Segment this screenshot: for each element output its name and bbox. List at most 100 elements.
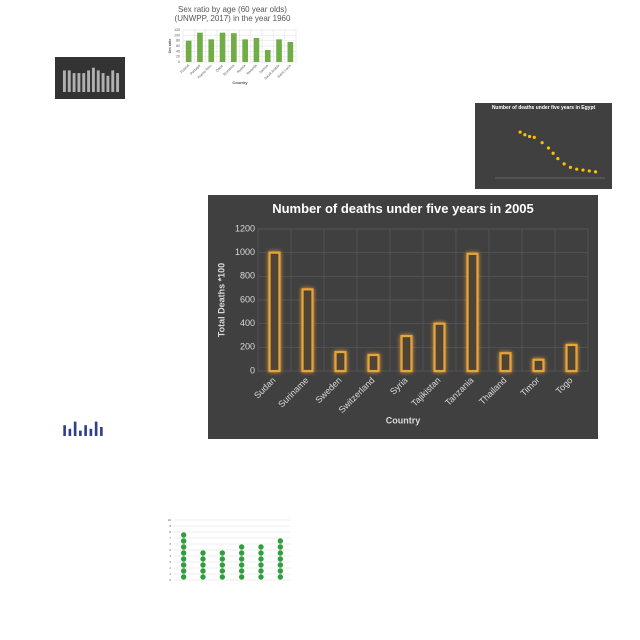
- y-axis-label: Sex ratio: [168, 39, 172, 54]
- y-tick-label: 80: [176, 39, 180, 43]
- point: [562, 162, 566, 166]
- bar: [84, 425, 87, 436]
- x-tick-label: Poland: [179, 64, 190, 75]
- y-tick-label: 100: [174, 33, 180, 37]
- dot-column: [258, 544, 264, 580]
- chart-title: Number of deaths under five years in Egy…: [491, 105, 596, 111]
- bar: [264, 50, 271, 62]
- bar: [499, 352, 512, 373]
- y-tick-label: 3: [169, 560, 171, 564]
- dot: [180, 574, 187, 580]
- point: [527, 134, 532, 139]
- point: [568, 165, 573, 169]
- x-tick-label: Rwanda: [246, 64, 258, 76]
- bar: [63, 425, 66, 436]
- chart-background: [208, 195, 598, 439]
- dot: [238, 574, 245, 580]
- dot: [219, 556, 226, 562]
- chart-background: [165, 510, 292, 592]
- bar: [334, 350, 347, 373]
- y-tick-label: 1200: [235, 223, 255, 233]
- dot: [180, 568, 187, 574]
- x-tick-label: Samoa: [258, 64, 269, 75]
- dot: [258, 544, 264, 550]
- bar: [231, 33, 237, 62]
- y-tick-label: 1000: [235, 247, 255, 257]
- bar: [87, 70, 91, 92]
- chart: 0 1 2 3 4 5 6 7 8 9 10: [165, 510, 292, 592]
- y-tick-label: 4: [169, 554, 171, 558]
- dot-column: [200, 550, 206, 580]
- dot: [180, 544, 187, 550]
- dot: [238, 544, 245, 550]
- bar: [301, 288, 314, 373]
- bar: [268, 251, 281, 373]
- dot: [180, 550, 187, 556]
- dot-column: [180, 532, 187, 580]
- y-tick-label: 200: [240, 342, 255, 352]
- y-tick-label: 400: [240, 318, 255, 328]
- point: [540, 141, 544, 145]
- chart-title: Sex ratio by age (60 year olds) (UNWPP, …: [174, 5, 291, 24]
- dot-column: [219, 550, 226, 580]
- dot: [200, 562, 206, 568]
- chart: [475, 103, 612, 189]
- bar: [101, 73, 105, 92]
- y-tick-label: 120: [174, 28, 180, 32]
- y-tick-label: 600: [240, 294, 255, 304]
- dot: [200, 550, 206, 556]
- bar: [79, 430, 82, 436]
- y-tick-label: 2: [169, 566, 171, 570]
- dot: [277, 538, 284, 544]
- dot: [219, 550, 226, 556]
- point: [556, 156, 560, 161]
- point: [518, 130, 522, 134]
- bar: [82, 73, 86, 92]
- bar: [197, 32, 203, 62]
- point: [523, 133, 527, 137]
- bar: [73, 421, 77, 436]
- y-tick-label: 0: [169, 578, 171, 582]
- point: [581, 168, 585, 172]
- dot: [180, 562, 187, 568]
- y-tick-label: 800: [240, 271, 255, 281]
- bar: [287, 42, 294, 62]
- point: [587, 169, 591, 173]
- bar: [106, 75, 110, 92]
- dot: [238, 568, 245, 574]
- chart: [55, 412, 105, 438]
- x-tick-label: Russia: [236, 64, 246, 74]
- bar: [91, 67, 95, 92]
- bar: [219, 32, 226, 62]
- dot-column: [238, 544, 245, 580]
- bar: [77, 73, 81, 92]
- bar: [89, 428, 93, 436]
- chart-background: [475, 103, 612, 189]
- chart: [55, 57, 125, 99]
- y-tick-label: 5: [169, 548, 171, 552]
- dot: [180, 538, 187, 544]
- dot: [238, 556, 245, 562]
- dot: [219, 562, 226, 568]
- dot: [258, 574, 264, 580]
- dot: [277, 550, 284, 556]
- point: [551, 151, 555, 155]
- bar: [565, 343, 578, 373]
- dot: [277, 574, 284, 580]
- dot: [258, 562, 264, 568]
- bar: [400, 334, 413, 373]
- bar: [276, 39, 282, 62]
- y-tick-label: 60: [176, 44, 180, 48]
- chart: 0 200 400 600 800 1000 1200 Country Total Deaths…: [208, 195, 598, 439]
- y-tick-label: 7: [169, 536, 171, 540]
- bar: [532, 358, 545, 373]
- bar: [466, 252, 479, 373]
- dot: [180, 556, 187, 562]
- y-tick-label: 10: [168, 518, 172, 522]
- dot: [277, 562, 284, 568]
- bar: [116, 73, 120, 92]
- x-tick-label: Qatar: [215, 63, 225, 73]
